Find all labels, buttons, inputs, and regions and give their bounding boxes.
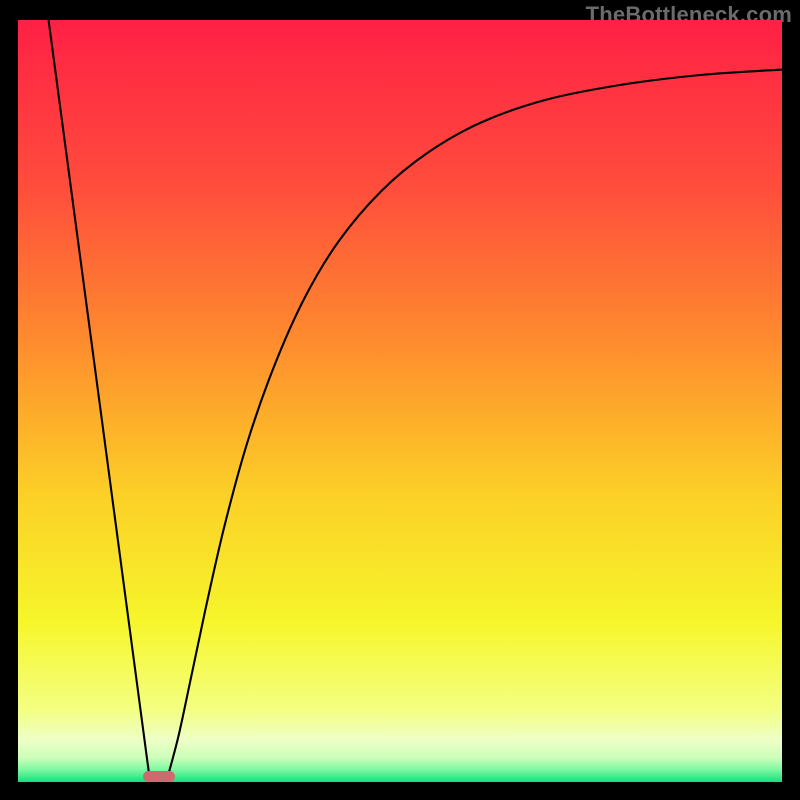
plot-svg — [18, 20, 782, 782]
plot-area — [18, 20, 782, 782]
chart-frame: TheBottleneck.com — [0, 0, 800, 800]
plot-background — [18, 20, 782, 782]
optimum-marker — [143, 771, 175, 782]
